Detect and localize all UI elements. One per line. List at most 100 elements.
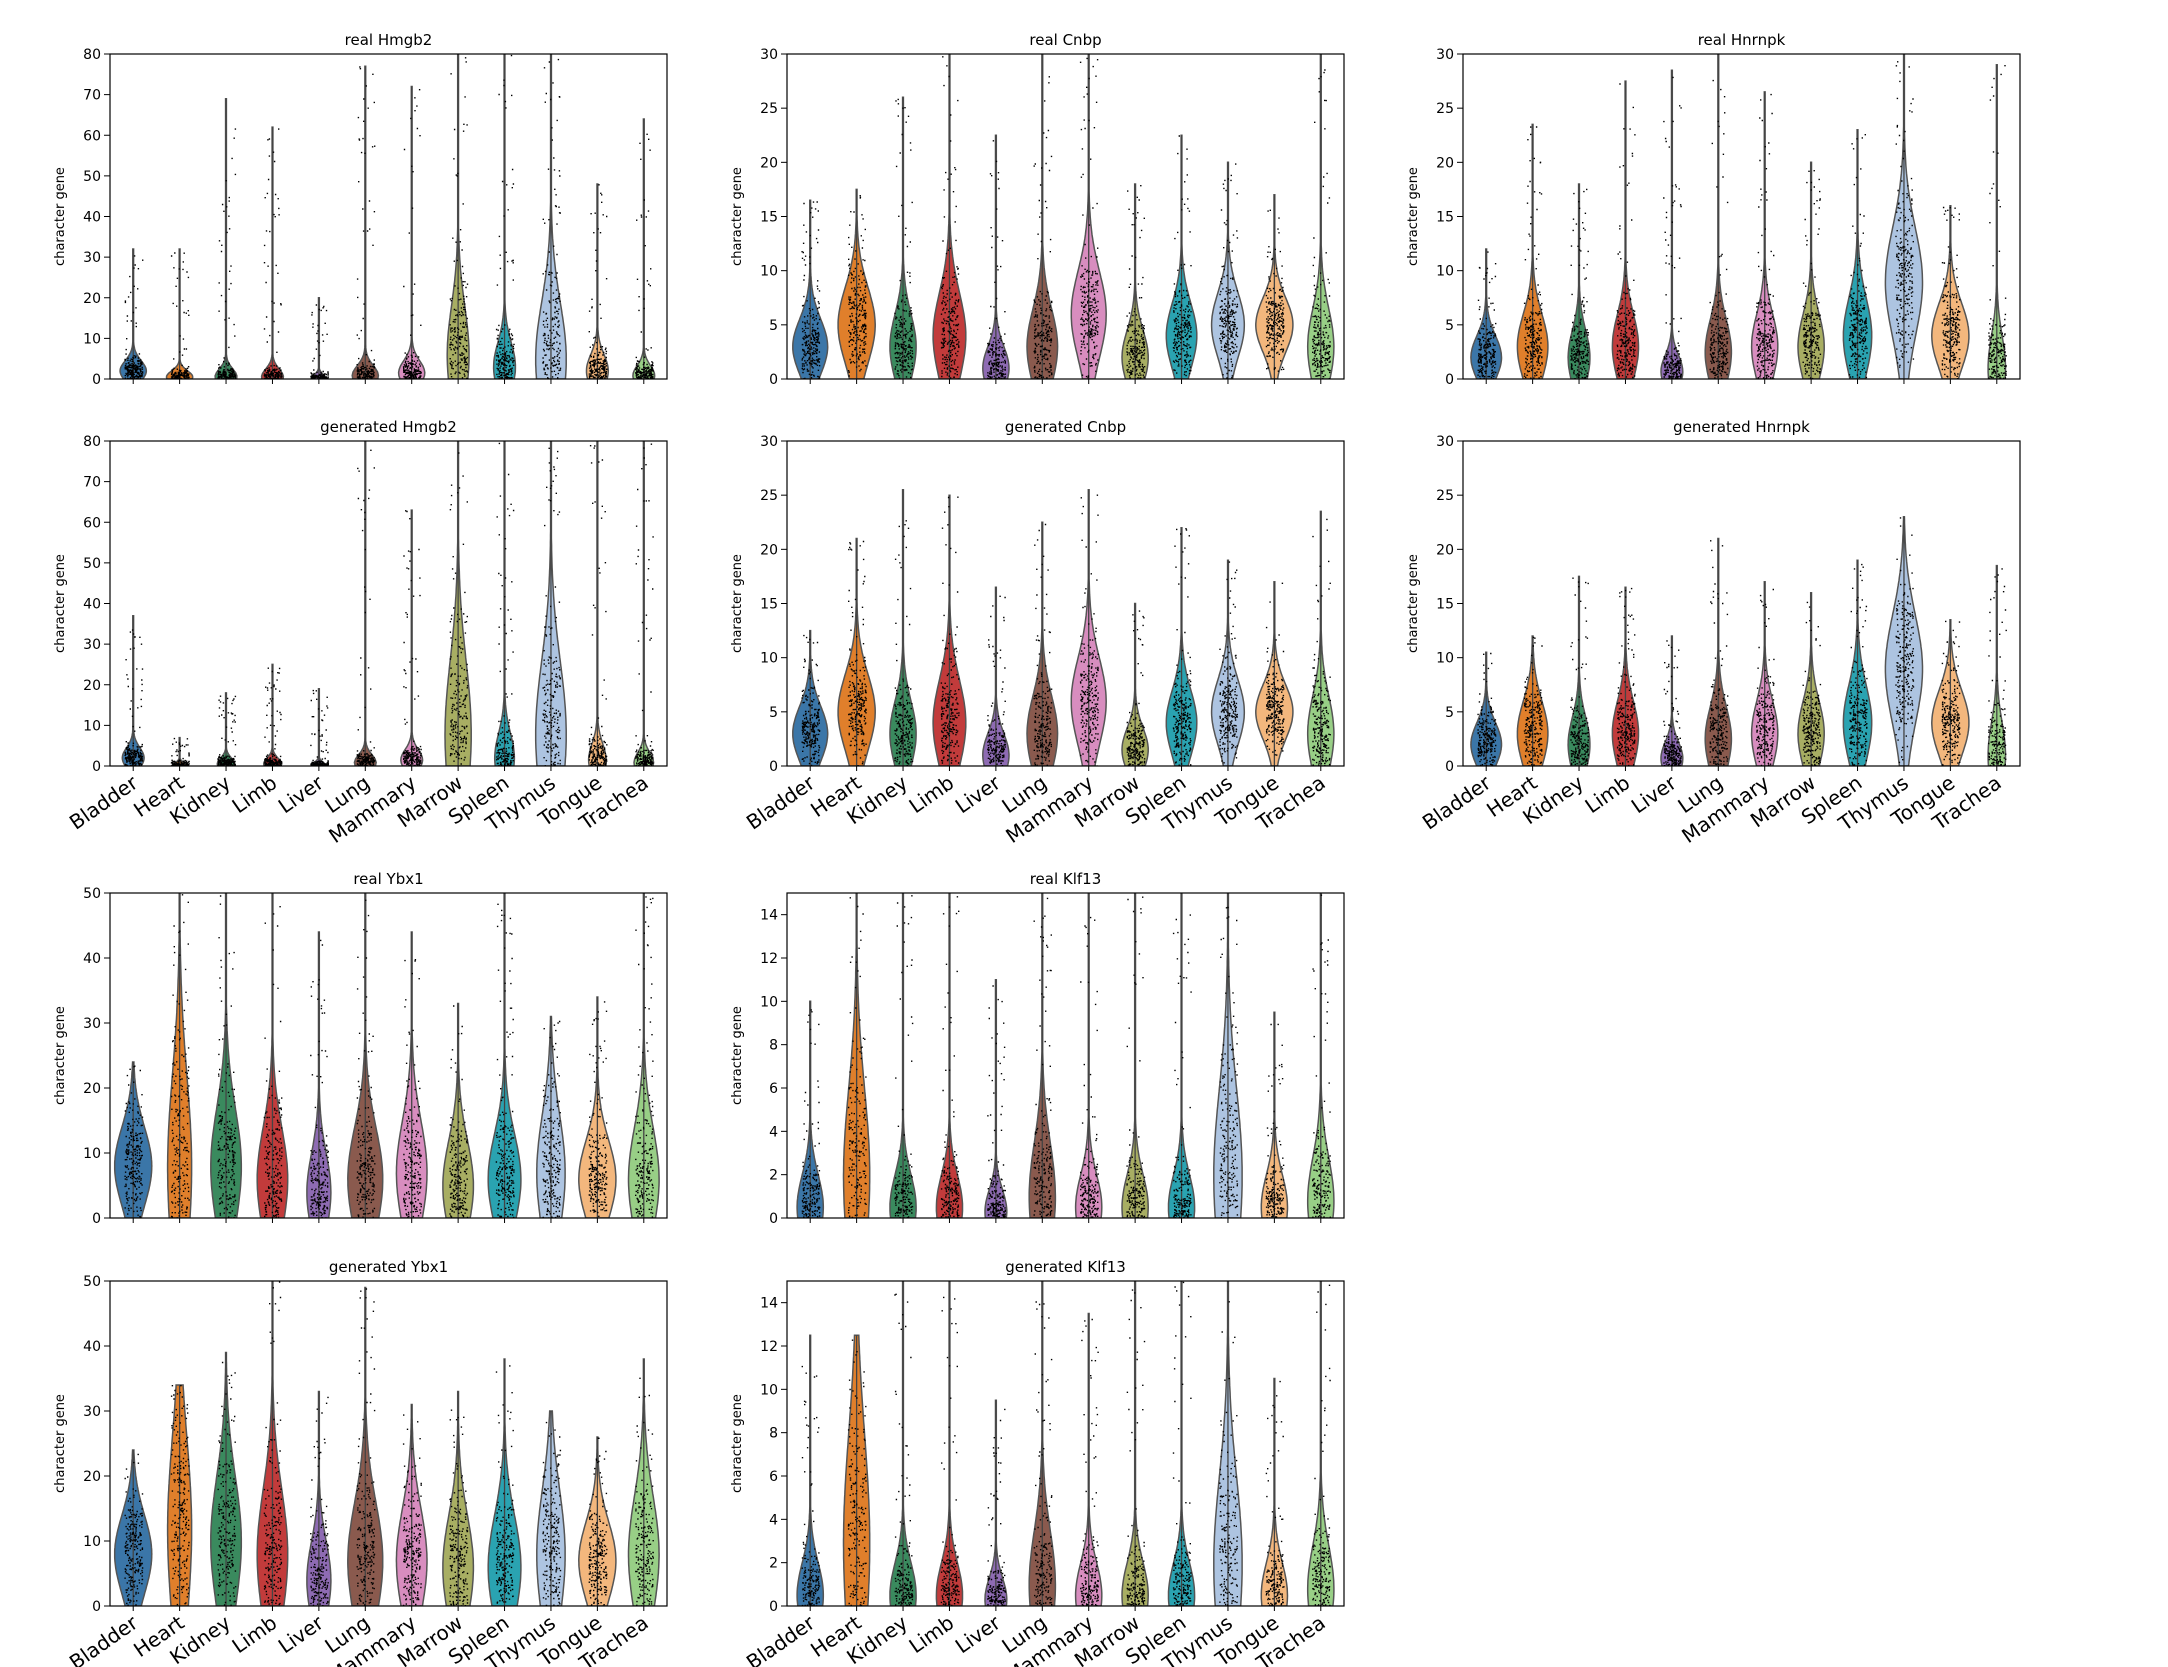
panel-title: generated Hmgb2 [320, 418, 457, 436]
y-tick-label: 20 [760, 542, 778, 558]
y-axis-label: character gene [53, 1006, 68, 1105]
plot-frame [786, 1280, 1345, 1607]
jitter-points [356, 899, 376, 1218]
y-tick-label: 10 [83, 1534, 101, 1550]
jitter-points [495, 54, 515, 379]
x-tick-label: Limb [1581, 770, 1635, 818]
jitter-points [263, 1281, 283, 1606]
plot-frame [109, 1280, 668, 1607]
y-tick-label: 20 [83, 291, 101, 307]
jitter-points [1802, 170, 1822, 379]
jitter-points [217, 1361, 237, 1606]
x-tick-label: Liver [951, 1610, 1006, 1658]
y-tick-label: 8 [769, 1038, 778, 1054]
y-tick-label: 20 [83, 1081, 101, 1097]
plot-frame [786, 892, 1345, 1219]
jitter-points [170, 1385, 190, 1606]
y-tick-label: 50 [83, 556, 101, 572]
panel-title: generated Hnrnpk [1673, 418, 1810, 436]
y-tick-label: 30 [83, 637, 101, 653]
jitter-points [1709, 79, 1729, 379]
jitter-points [635, 896, 654, 1218]
y-tick-label: 50 [83, 169, 101, 185]
plot-frame [1462, 53, 2021, 380]
jitter-points [1988, 65, 2007, 379]
y-tick-label: 30 [760, 47, 778, 63]
jitter-points [940, 896, 960, 1218]
jitter-points [1616, 83, 1636, 379]
violin-panel: real Klf13 character gene 0 2 4 6 8 10 12 14 [730, 870, 1345, 1227]
jitter-points [1941, 620, 1961, 766]
x-tick-label: Bladder [742, 1610, 820, 1667]
jitter-points [403, 959, 422, 1218]
y-tick-label: 0 [769, 372, 778, 388]
y-tick-label: 5 [1445, 705, 1454, 721]
jitter-points [1849, 563, 1868, 766]
y-tick-label: 20 [1436, 155, 1454, 171]
jitter-points [1079, 57, 1099, 379]
y-tick-label: 70 [83, 475, 101, 491]
violin-panel: generated Hmgb2 character gene 0 10 20 30 40 50… [53, 418, 668, 848]
plot-frame [1462, 440, 2021, 767]
y-tick-label: 25 [1436, 101, 1454, 117]
plot-frame [786, 440, 1345, 767]
y-tick-label: 20 [760, 155, 778, 171]
y-tick-label: 0 [1445, 372, 1454, 388]
jitter-points [542, 1421, 562, 1606]
y-tick-label: 0 [769, 1211, 778, 1227]
jitter-points [1033, 897, 1053, 1218]
jitter-points [588, 184, 608, 379]
x-tick-label: Liver [274, 770, 329, 818]
y-tick-label: 14 [760, 1296, 778, 1312]
y-axis-label: character gene [730, 167, 745, 266]
jitter-points [542, 447, 562, 766]
jitter-points [217, 695, 237, 766]
violin-panel: real Hmgb2 character gene 0 10 20 30 40 50 60 70 8… [53, 31, 668, 388]
y-tick-label: 40 [83, 1339, 101, 1355]
panel-title: generated Cnbp [1005, 418, 1126, 436]
panel-title: generated Klf13 [1005, 1258, 1126, 1276]
jitter-points [1219, 1301, 1239, 1606]
y-tick-label: 0 [92, 1599, 101, 1615]
jitter-points [588, 1001, 608, 1218]
jitter-points [1477, 652, 1497, 766]
jitter-points [1265, 582, 1285, 756]
plot-frame [109, 53, 668, 380]
jitter-points [1895, 517, 1915, 764]
y-tick-label: 10 [760, 651, 778, 667]
jitter-points [170, 737, 190, 766]
jitter-points [124, 255, 144, 379]
jitter-points [310, 1396, 329, 1606]
y-tick-label: 40 [83, 951, 101, 967]
jitter-points [987, 595, 1006, 766]
panel-title: real Klf13 [1030, 870, 1102, 888]
y-tick-label: 20 [83, 1469, 101, 1485]
jitter-points [1126, 1289, 1146, 1606]
y-tick-label: 10 [760, 264, 778, 280]
y-tick-label: 60 [83, 128, 101, 144]
y-tick-label: 10 [83, 718, 101, 734]
y-tick-label: 6 [769, 1081, 778, 1097]
jitter-points [542, 58, 562, 379]
plot-frame [109, 892, 668, 1219]
y-tick-label: 40 [83, 597, 101, 613]
y-tick-label: 14 [760, 908, 778, 924]
jitter-points [1523, 636, 1543, 766]
y-tick-label: 25 [760, 101, 778, 117]
panel-title: real Ybx1 [353, 870, 423, 888]
jitter-points [801, 201, 821, 379]
jitter-points [1756, 93, 1775, 379]
y-tick-label: 2 [769, 1168, 778, 1184]
jitter-points [495, 1365, 515, 1606]
y-tick-label: 10 [760, 994, 778, 1010]
y-axis-label: character gene [1406, 167, 1421, 266]
y-tick-label: 10 [83, 1146, 101, 1162]
y-tick-label: 0 [92, 1211, 101, 1227]
jitter-points [1265, 1023, 1285, 1218]
jitter-points [263, 667, 283, 766]
jitter-points [847, 195, 867, 379]
y-tick-label: 10 [1436, 264, 1454, 280]
y-tick-label: 0 [92, 759, 101, 775]
y-tick-label: 12 [760, 951, 778, 967]
jitter-points [1756, 588, 1775, 766]
